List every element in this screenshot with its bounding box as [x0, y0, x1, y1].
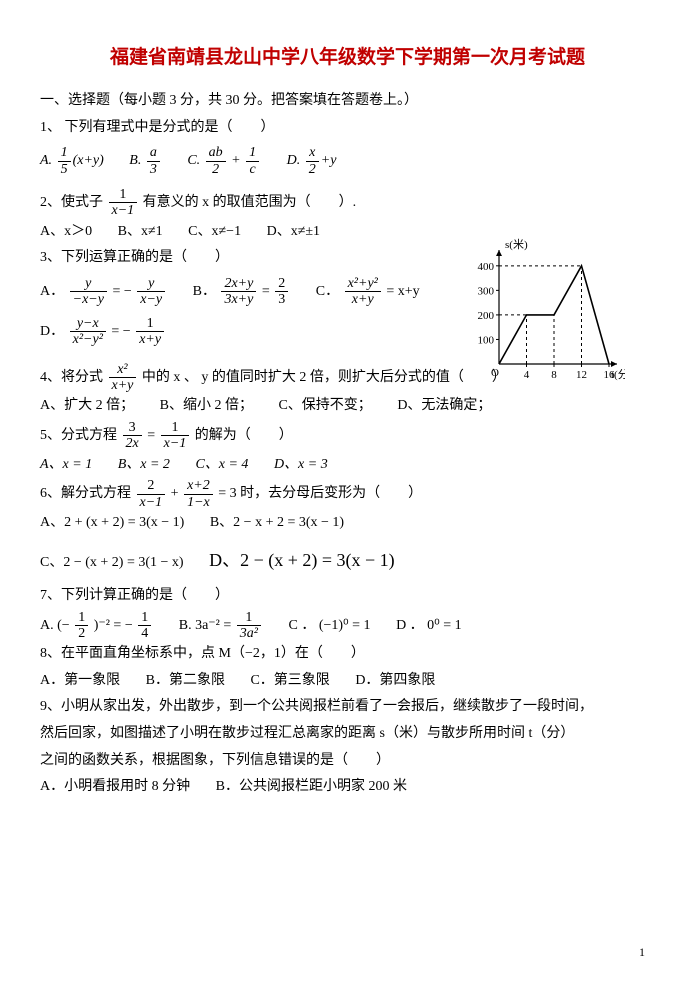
q6-options-1: A、2 + (x + 2) = 3(x − 1) B、2 − x + 2 = 3… [40, 510, 655, 537]
q7-stem: 7、下列计算正确的是（ ） [40, 583, 655, 610]
q1-options: A. 15(x+y) B. a3 C. ab2 + 1c D. x2+y [40, 141, 655, 187]
svg-text:12: 12 [576, 369, 587, 381]
svg-text:4: 4 [524, 369, 530, 381]
q9-options: A．小明看报用时 8 分钟 B．公共阅报栏距小明家 200 米 [40, 774, 655, 801]
q6-stem: 6、解分式方程 2x−1 + x+21−x = 3 时，去分母后变形为（ ） [40, 478, 655, 510]
q1-stem: 1、 下列有理式中是分式的是（ ） [40, 115, 655, 142]
q8-stem: 8、在平面直角坐标系中，点 M（−2，1）在（ ） [40, 641, 655, 668]
svg-text:100: 100 [478, 335, 495, 347]
q4-options: A、扩大 2 倍； B、缩小 2 倍； C、保持不变； D、无法确定； [40, 393, 655, 420]
svg-text:300: 300 [478, 285, 495, 297]
q5-options: A、x = 1 B、x = 2 C、x = 4 D、x = 3 [40, 452, 655, 479]
page-title: 福建省南靖县龙山中学八年级数学下学期第一次月考试题 [40, 40, 655, 76]
q9-line1: 9、小明从家出发，外出散步，到一个公共阅报栏前看了一会报后，继续散步了一段时间， [40, 694, 655, 721]
distance-time-chart: 100200300400481216Os(米)t(分) [465, 236, 625, 386]
q7-options: A. (− 12 )⁻² = − 14 B. 3a⁻² = 13a² C ． (… [40, 610, 655, 642]
q9-line2: 然后回家，如图描述了小明在散步过程汇总离家的距离 s（米）与散步所用时间 t（分… [40, 721, 655, 748]
svg-text:8: 8 [551, 369, 557, 381]
page-number: 1 [639, 941, 645, 964]
section-heading: 一、选择题（每小题 3 分，共 30 分。把答案填在答题卷上。） [40, 88, 655, 115]
q8-options: A．第一象限 B．第二象限 C．第三象限 D．第四象限 [40, 668, 655, 695]
svg-text:s(米): s(米) [505, 238, 528, 251]
q9-line3: 之间的函数关系，根据图象，下列信息错误的是（ ） [40, 748, 655, 775]
svg-text:200: 200 [478, 310, 495, 322]
q6-options-2: C、2 − (x + 2) = 3(1 − x) D、2 − (x + 2) =… [40, 537, 655, 583]
content: 一、选择题（每小题 3 分，共 30 分。把答案填在答题卷上。） 1、 下列有理… [40, 88, 655, 801]
q2-stem: 2、使式子 1x−1 有意义的 x 的取值范围为（ ）. [40, 187, 655, 219]
svg-text:t(分): t(分) [611, 368, 625, 381]
q5-stem: 5、分式方程 32x = 1x−1 的解为（ ） [40, 420, 655, 452]
svg-text:400: 400 [478, 261, 495, 273]
svg-text:O: O [491, 367, 499, 379]
